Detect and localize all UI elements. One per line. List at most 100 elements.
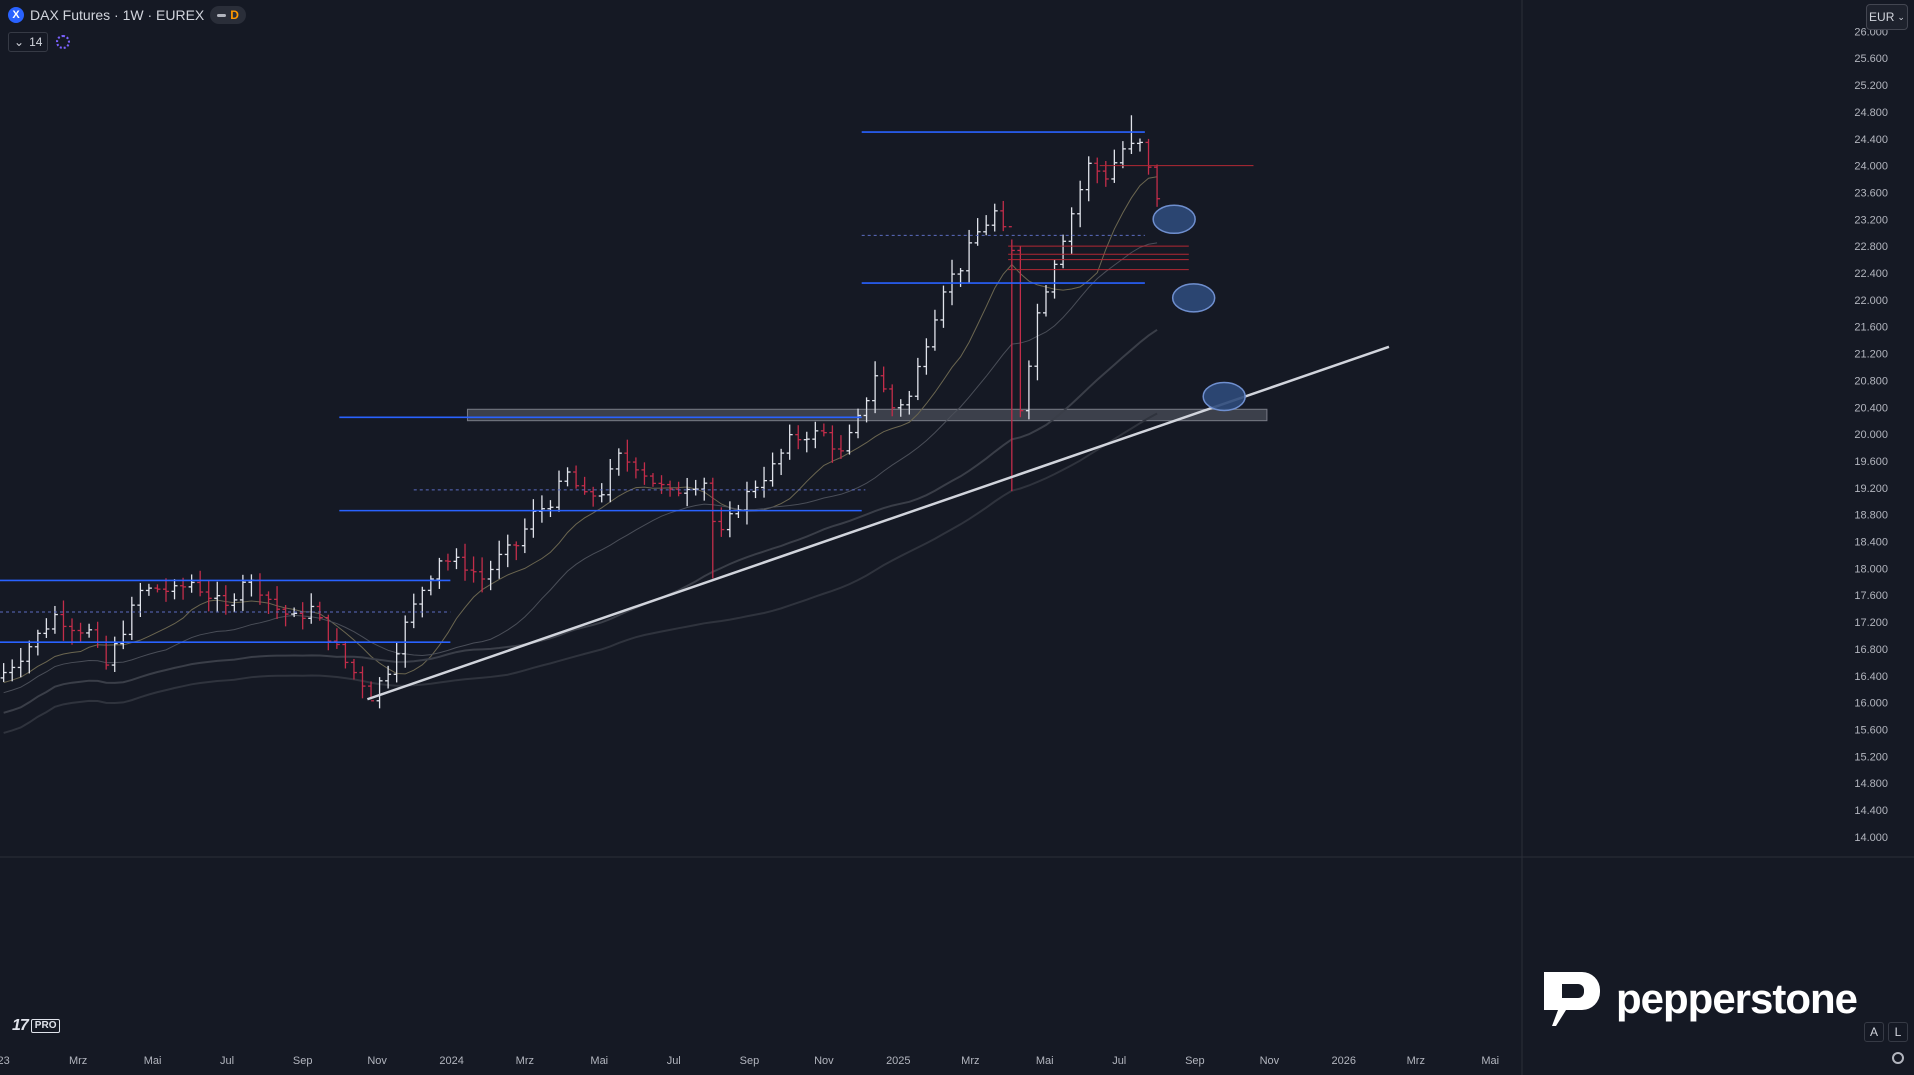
- x-tick-label: 2026: [1332, 1055, 1356, 1067]
- ohlc-bar: [69, 618, 76, 645]
- ohlc-bar: [786, 424, 793, 460]
- ohlc-bar: [598, 483, 605, 503]
- symbol-icon[interactable]: X: [8, 7, 24, 23]
- tradingview-logo[interactable]: 17 PRO: [12, 1017, 61, 1035]
- x-tick-label: Mai: [1481, 1055, 1499, 1067]
- ohlc-bar: [658, 475, 665, 494]
- x-tick-label: Sep: [740, 1055, 760, 1067]
- ohlc-bar: [325, 614, 332, 651]
- ohlc-bar: [692, 479, 699, 496]
- y-tick-label: 20.400: [1854, 402, 1888, 414]
- currency-selector[interactable]: EUR ⌄: [1866, 4, 1908, 30]
- ohlc-bar: [564, 467, 571, 487]
- y-tick-label: 16.800: [1854, 644, 1888, 656]
- ohlc-bar: [256, 573, 263, 605]
- chevron-down-icon: ⌄: [14, 35, 25, 49]
- ohlc-bar: [872, 361, 879, 414]
- loading-spinner-icon: [56, 35, 71, 49]
- ohlc-bar: [803, 431, 810, 453]
- ohlc-bar: [675, 481, 682, 497]
- y-tick-label: 15.600: [1854, 724, 1888, 736]
- x-tick-label: Nov: [367, 1055, 387, 1067]
- x-tick-label: Mrz: [1407, 1055, 1425, 1067]
- ohlc-bar: [581, 476, 588, 495]
- ohlc-bar: [496, 540, 503, 579]
- ohlc-bar: [410, 593, 417, 629]
- ohlc-bar: [316, 601, 323, 621]
- ohlc-bar: [17, 647, 24, 678]
- ohlc-bar: [231, 593, 238, 613]
- target-circle: [1152, 204, 1196, 235]
- x-tick-label: Mai: [144, 1055, 162, 1067]
- ohlc-bar: [265, 591, 272, 615]
- ohlc-bar: [743, 481, 750, 525]
- ohlc-bar: [914, 357, 921, 401]
- ohlc-bar: [436, 557, 443, 589]
- y-tick-label: 17.200: [1854, 617, 1888, 629]
- ohlc-bar: [1128, 115, 1135, 154]
- x-tick-label: 2024: [439, 1055, 463, 1067]
- y-tick-label: 15.200: [1854, 751, 1888, 763]
- ohlc-bar: [274, 586, 281, 620]
- x-tick-label: Sep: [1185, 1055, 1205, 1067]
- x-tick-label: Mai: [1036, 1055, 1054, 1067]
- ohlc-bar: [171, 579, 178, 600]
- log-scale-button[interactable]: L: [1888, 1022, 1908, 1042]
- ohlc-bar: [1077, 180, 1084, 228]
- x-tick-label: Mrz: [961, 1055, 979, 1067]
- ohlc-bar: [9, 659, 16, 682]
- ohlc-bar: [855, 408, 862, 439]
- ohlc-bar: [761, 466, 768, 498]
- ohlc-bar: [77, 622, 84, 643]
- ohlc-bar: [308, 593, 315, 624]
- gear-icon[interactable]: [1892, 1052, 1904, 1064]
- y-tick-label: 14.000: [1854, 832, 1888, 844]
- target-circle: [1202, 381, 1246, 412]
- ohlc-bar: [701, 477, 708, 501]
- y-tick-label: 25.600: [1854, 53, 1888, 65]
- auto-scale-button[interactable]: A: [1864, 1022, 1884, 1042]
- ohlc-bar: [709, 477, 716, 579]
- ohlc-bar: [385, 665, 392, 689]
- y-tick-label: 22.000: [1854, 295, 1888, 307]
- ohlc-bar: [1060, 234, 1067, 269]
- indicators-toggle-button[interactable]: ⌄ 14: [8, 32, 49, 52]
- ohlc-bar: [470, 556, 477, 583]
- x-tick-label: Nov: [1260, 1055, 1280, 1067]
- ohlc-bar: [530, 499, 537, 538]
- symbol-title[interactable]: DAX Futures · 1W · EUREX: [30, 7, 205, 23]
- ohlc-bar: [43, 618, 50, 638]
- y-tick-label: 19.600: [1854, 456, 1888, 468]
- ohlc-bar: [1094, 157, 1101, 184]
- moving-average-line: [3, 412, 1158, 734]
- ohlc-bar: [940, 285, 947, 328]
- y-tick-label: 16.400: [1854, 671, 1888, 683]
- ohlc-bar: [368, 681, 375, 702]
- y-tick-label: 24.000: [1854, 161, 1888, 173]
- ohlc-bar: [1145, 138, 1152, 175]
- ohlc-bar: [991, 203, 998, 232]
- ohlc-bar: [718, 507, 725, 537]
- currency-label: EUR: [1869, 10, 1895, 24]
- y-tick-label: 23.200: [1854, 214, 1888, 226]
- ohlc-bar: [1000, 200, 1007, 232]
- chart-header: X DAX Futures · 1W · EUREX D: [8, 6, 246, 24]
- scale-buttons: A L: [1864, 1022, 1908, 1042]
- ohlc-bar: [726, 501, 733, 538]
- ohlc-bar: [0, 663, 7, 682]
- ohlc-bar: [906, 390, 913, 415]
- ohlc-bar: [812, 421, 819, 449]
- ohlc-bar: [299, 602, 306, 630]
- pepperstone-logo: pepperstone: [1536, 968, 1858, 1030]
- ohlc-bar: [880, 366, 887, 393]
- status-pill[interactable]: D: [210, 6, 246, 24]
- minus-icon: [217, 13, 227, 17]
- y-tick-label: 18.800: [1854, 510, 1888, 522]
- ohlc-bar: [137, 582, 144, 618]
- y-tick-label: 21.200: [1854, 349, 1888, 361]
- ohlc-bar: [359, 666, 366, 699]
- x-tick-label: Mrz: [516, 1055, 534, 1067]
- y-tick-label: 21.600: [1854, 322, 1888, 334]
